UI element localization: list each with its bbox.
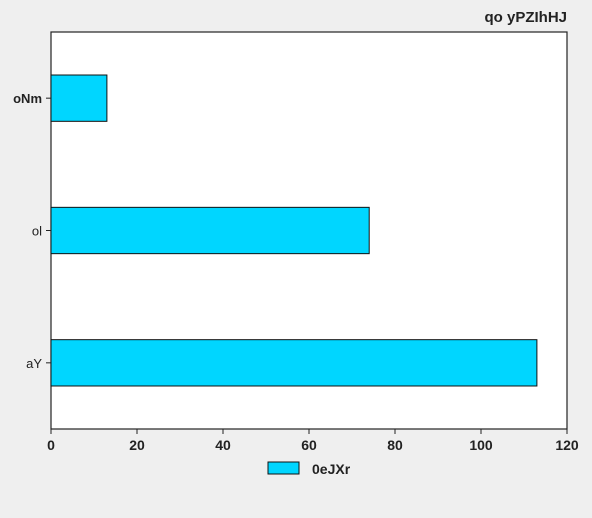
bar-oNm [50, 74, 108, 122]
chart-title: qo yPZIhHJ [484, 9, 567, 26]
bar-ol [50, 206, 370, 255]
legend-label: 0eJXr [312, 461, 351, 477]
legend-swatch [267, 461, 300, 475]
legend: 0eJXr [267, 461, 351, 477]
x-tick-label: 60 [301, 437, 317, 453]
y-tick-label: aY [26, 356, 42, 371]
x-tick-label: 120 [555, 437, 579, 453]
x-axis-ticks: 0 20 40 60 80 100 120 [47, 429, 579, 453]
x-tick-label: 80 [387, 437, 403, 453]
x-tick-label: 0 [47, 437, 55, 453]
y-tick-label: ol [32, 224, 42, 239]
x-tick-label: 40 [215, 437, 231, 453]
x-tick-label: 20 [129, 437, 145, 453]
bar-aY [50, 339, 538, 387]
bars [50, 74, 538, 387]
y-tick-label: oNm [13, 91, 42, 106]
x-tick-label: 100 [469, 437, 493, 453]
y-axis-ticks: oNm ol aY [13, 91, 51, 371]
